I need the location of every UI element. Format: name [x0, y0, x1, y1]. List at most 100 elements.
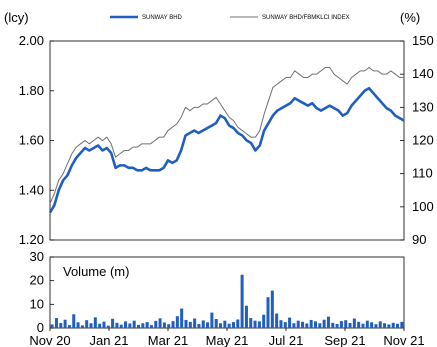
legend: SUNWAY BHD SUNWAY BHD/FBMKLCI INDEX — [110, 15, 350, 21]
volume-bar — [167, 324, 171, 328]
volume-bar — [396, 323, 400, 328]
right-axis-tick-label: 130 — [412, 99, 434, 114]
right-axis-tick-label: 90 — [412, 232, 426, 247]
x-axis-tick-label: May 21 — [206, 333, 249, 347]
volume-bar — [158, 318, 162, 328]
left-axis-tick-label: 1.80 — [19, 83, 44, 98]
volume-bar — [236, 319, 240, 328]
volume-bar — [219, 323, 223, 328]
volume-bar — [136, 324, 141, 328]
left-axis-tick-label: 1.20 — [19, 232, 44, 247]
volume-bar — [370, 322, 374, 328]
x-axis-tick-label: Jul 21 — [269, 333, 304, 347]
volume-bar — [305, 323, 309, 328]
price-chart-panel: (lcy) (%) 1.20 1.40 1.60 1.80 2.00 90 100 110 120 1… — [4, 10, 434, 247]
volume-bar — [361, 323, 365, 328]
volume-bar — [119, 324, 123, 328]
x-axis-tick-label: Mar 21 — [148, 333, 188, 347]
volume-bar — [240, 274, 244, 328]
volume-bar — [197, 323, 201, 328]
legend-label-relative-index: SUNWAY BHD/FBMKLCI INDEX — [262, 15, 350, 21]
volume-bar — [266, 297, 270, 328]
x-axis-tick-label: Nov 20 — [29, 333, 70, 347]
series-line-sunway-bhd — [48, 86, 405, 214]
volume-bar — [326, 316, 330, 328]
volume-bar — [292, 323, 296, 328]
volume-bar — [374, 324, 378, 328]
volume-bar — [115, 322, 119, 328]
volume-axis-tick-label: 30 — [30, 249, 44, 264]
volume-bar — [180, 308, 184, 328]
x-axis-tick-label: Sep 21 — [324, 333, 365, 347]
volume-bar — [145, 322, 149, 328]
left-axis-tick-label: 1.60 — [19, 133, 44, 148]
volume-chart-panel: Volume (m) 0 10 20 30 Nov 20 Jan 21 Mar 21 May 2… — [29, 249, 424, 347]
volume-bar — [296, 320, 300, 328]
volume-bar — [141, 323, 145, 328]
volume-bar — [214, 319, 218, 328]
volume-bar — [253, 320, 257, 328]
volume-bar — [283, 322, 287, 328]
volume-bar — [149, 325, 153, 328]
volume-bar — [357, 321, 361, 328]
volume-bar — [348, 323, 352, 328]
volume-bar — [85, 320, 89, 328]
volume-bar — [132, 320, 136, 328]
volume-bar — [59, 323, 63, 328]
volume-bar — [318, 323, 322, 328]
right-axis-tick-label: 150 — [412, 33, 434, 48]
volume-bar — [63, 319, 67, 328]
volume-bar — [89, 323, 93, 328]
volume-bar — [309, 319, 313, 328]
volume-bar — [244, 305, 248, 328]
volume-bar — [76, 322, 80, 328]
volume-bar — [154, 320, 158, 328]
left-unit-label: (lcy) — [4, 10, 29, 25]
volume-bar — [378, 321, 382, 328]
volume-bar — [102, 321, 106, 328]
legend-label-sunway-bhd: SUNWAY BHD — [142, 15, 183, 21]
volume-axis-tick-label: 0 — [37, 320, 44, 335]
volume-bar — [344, 320, 348, 328]
volume-bar — [162, 322, 166, 328]
volume-title: Volume (m) — [63, 264, 129, 279]
volume-bar — [288, 317, 292, 328]
volume-bar — [249, 318, 253, 328]
volume-bar — [206, 322, 210, 328]
volume-bar — [111, 318, 115, 328]
x-axis-tick-label: Nov 21 — [383, 333, 424, 347]
volume-bar — [124, 321, 128, 328]
left-axis-tick-label: 1.40 — [19, 182, 44, 197]
volume-axis-tick-label: 20 — [30, 273, 44, 288]
volume-bar — [257, 321, 261, 328]
volume-bar — [365, 320, 369, 328]
volume-bar — [227, 323, 231, 328]
volume-bar — [322, 319, 326, 328]
volume-bar — [275, 313, 279, 328]
volume-bar — [201, 320, 205, 328]
volume-bar — [391, 322, 395, 328]
volume-bar — [400, 321, 404, 328]
volume-bar — [331, 322, 335, 328]
volume-bar — [387, 324, 391, 328]
right-axis-tick-label: 120 — [412, 133, 434, 148]
volume-bar — [171, 321, 175, 328]
series-line-relative-index — [49, 67, 404, 204]
volume-bar — [223, 320, 227, 328]
volume-bar — [67, 325, 71, 328]
volume-bar — [54, 318, 58, 328]
volume-bar — [335, 323, 339, 328]
right-unit-label: (%) — [400, 10, 420, 25]
right-axis-tick-label: 140 — [412, 66, 434, 81]
volume-bar — [313, 321, 318, 328]
volume-bar — [184, 319, 188, 328]
volume-bar — [231, 322, 235, 328]
volume-bar — [106, 325, 110, 328]
volume-bar — [339, 321, 343, 328]
volume-bar — [50, 324, 54, 328]
right-axis-tick-label: 110 — [412, 166, 433, 181]
volume-bar — [270, 290, 274, 328]
volume-bar — [279, 320, 283, 328]
x-axis-tick-label: Jan 21 — [89, 333, 128, 347]
volume-bar — [188, 321, 192, 328]
